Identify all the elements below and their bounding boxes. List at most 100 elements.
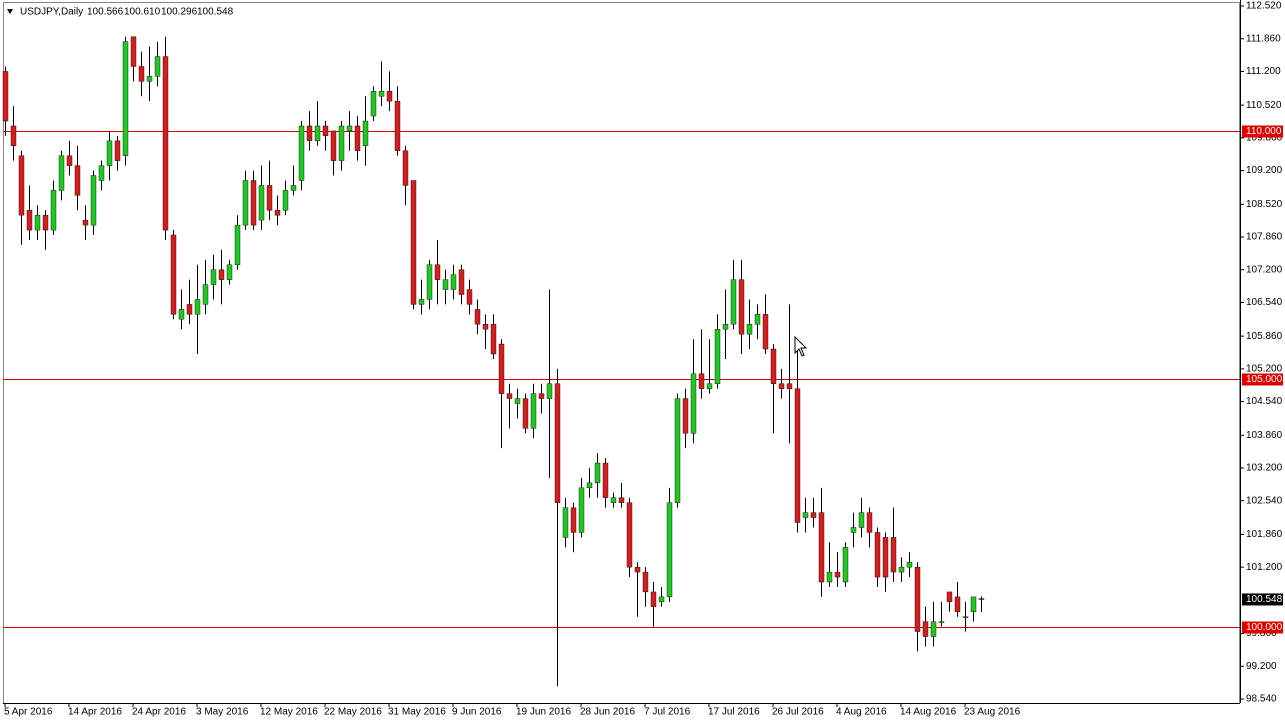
candle-body <box>10 125 17 146</box>
candle-body <box>706 383 713 389</box>
candle-body <box>18 155 25 216</box>
candle-body <box>290 185 297 191</box>
candle-body <box>418 299 425 305</box>
candle-body <box>882 537 889 578</box>
y-tick-label: 112.520 <box>1246 1 1282 12</box>
y-tick-label: 102.540 <box>1246 495 1283 506</box>
candle-body <box>738 279 745 335</box>
candle-body <box>602 462 609 498</box>
x-tick-label: 14 Apr 2016 <box>68 707 122 718</box>
y-tick-label: 103.200 <box>1246 463 1283 474</box>
candle-body <box>330 130 337 161</box>
candle-body <box>298 125 305 181</box>
x-tick-label: 12 May 2016 <box>260 707 318 718</box>
candle-body <box>498 343 505 394</box>
candle-body <box>338 125 345 161</box>
candle-body <box>538 393 545 399</box>
mouse-cursor <box>794 335 808 357</box>
candle-body <box>530 393 537 429</box>
candle-body <box>634 566 641 573</box>
y-tick-label: 99.200 <box>1246 661 1277 672</box>
candle-body <box>378 91 385 97</box>
candle-body <box>394 100 401 151</box>
candle-body <box>938 621 945 623</box>
candle-body <box>234 224 241 265</box>
candle-body <box>722 324 729 330</box>
candle-body <box>746 324 753 335</box>
candle-body <box>402 150 409 186</box>
y-tick-label: 108.520 <box>1246 199 1283 210</box>
x-tick-label: 17 Jul 2016 <box>708 707 760 718</box>
candle-body <box>578 487 585 533</box>
candle-body <box>202 284 209 305</box>
x-tick-label: 3 May 2016 <box>196 707 249 718</box>
candle-body <box>474 309 481 325</box>
level-label: 100.000 <box>1246 622 1283 633</box>
y-tick-label: 111.200 <box>1246 66 1281 77</box>
candle-body <box>186 304 193 315</box>
candle-body <box>274 210 281 216</box>
y-tick-label: 107.860 <box>1246 232 1283 243</box>
candle-body <box>842 547 849 583</box>
candle-body <box>626 502 633 568</box>
candle-body <box>354 125 361 151</box>
candle-body <box>442 279 449 290</box>
candle-body <box>50 190 57 231</box>
candle-body <box>146 76 153 82</box>
level-label: 105.000 <box>1246 374 1283 385</box>
candle-body <box>410 180 417 305</box>
x-tick-label: 14 Aug 2016 <box>900 707 957 718</box>
candle-body <box>898 566 905 573</box>
candle-body <box>482 324 489 330</box>
candle-body <box>922 621 929 637</box>
candle-body <box>82 219 89 226</box>
symbol: USDJPY,Daily <box>20 7 83 18</box>
candle-body <box>978 598 985 600</box>
x-tick-label: 19 Jun 2016 <box>516 707 571 718</box>
candle-body <box>162 56 169 231</box>
quote-open: 100.566 <box>87 7 124 18</box>
x-tick-label: 9 Jun 2016 <box>452 707 502 718</box>
candle-body <box>506 393 513 399</box>
menu-triangle[interactable] <box>7 9 13 14</box>
candle-body <box>890 537 897 573</box>
candle-body <box>2 71 9 122</box>
candle-body <box>586 482 593 489</box>
candle-body <box>826 571 833 583</box>
candle-body <box>674 398 681 503</box>
candle-body <box>906 561 913 568</box>
y-tick-label: 99.860 <box>1246 628 1277 639</box>
candle-body <box>194 299 201 315</box>
candle-body <box>426 264 433 300</box>
candle-body <box>570 507 577 533</box>
candle-body <box>258 185 265 221</box>
candle-body <box>770 348 777 384</box>
y-tick-label: 110.520 <box>1246 100 1282 111</box>
candle-body <box>554 383 561 503</box>
candle-body <box>26 210 33 231</box>
candle-body <box>850 527 857 533</box>
candle-body <box>794 388 801 523</box>
candle-body <box>714 329 721 384</box>
candle-body <box>370 91 377 117</box>
candle-body <box>42 214 49 231</box>
candle-body <box>698 373 705 389</box>
x-tick-label: 26 Jul 2016 <box>772 707 824 718</box>
candle-body <box>226 264 233 280</box>
y-tick-label: 105.860 <box>1246 331 1283 342</box>
x-tick-label: 31 May 2016 <box>388 707 446 718</box>
candle-body <box>266 185 273 211</box>
candle-body <box>66 155 73 166</box>
candle-body <box>114 140 121 161</box>
y-tick-label: 107.200 <box>1246 264 1283 275</box>
price-label: 100.548 <box>1246 594 1283 605</box>
y-tick-label: 104.540 <box>1246 396 1283 407</box>
candle-body <box>658 596 665 603</box>
y-tick-label: 101.200 <box>1246 562 1283 573</box>
level-label-box <box>1242 125 1283 138</box>
x-tick-label: 7 Jul 2016 <box>644 707 691 718</box>
x-tick-label: 28 Jun 2016 <box>580 707 635 718</box>
candle-body <box>874 532 881 578</box>
